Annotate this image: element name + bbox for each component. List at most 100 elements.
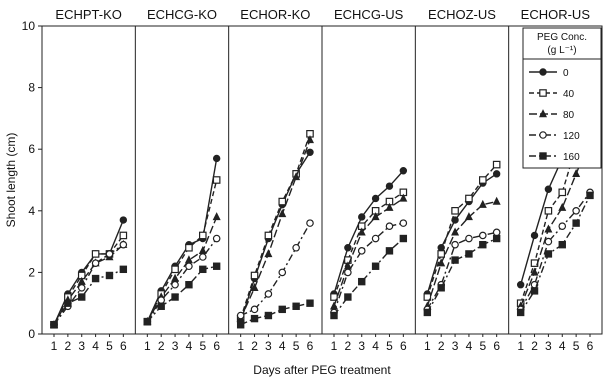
marker-filled-circle [371, 194, 380, 203]
marker-filled-square [530, 287, 539, 295]
y-tick-label: 2 [28, 265, 35, 279]
x-tick-label: 4 [186, 339, 193, 353]
marker-open-circle [344, 268, 352, 277]
series-line-40 [240, 133, 311, 319]
legend-title: PEG Conc. [537, 32, 587, 43]
marker-filled-triangle [437, 258, 446, 267]
x-tick-label: 4 [92, 339, 99, 353]
marker-open-circle [544, 237, 553, 246]
marker-filled-square [264, 311, 273, 320]
panel-title: ECHOR-US [521, 7, 591, 22]
x-tick-label: 1 [237, 339, 244, 353]
marker-filled-circle [119, 216, 128, 224]
marker-filled-square [465, 250, 473, 258]
marker-filled-square [250, 314, 259, 323]
panel-echoz-us: ECHOZ-US 1 2 3 4 5 6 [423, 7, 501, 353]
marker-filled-triangle [492, 196, 501, 205]
x-tick-label: 1 [144, 339, 151, 353]
marker-open-circle [306, 219, 314, 227]
marker-filled-square [344, 293, 352, 301]
legend-label-120: 120 [563, 131, 580, 142]
x-tick-label: 2 [438, 339, 445, 353]
marker-open-circle [91, 259, 100, 267]
marker-filled-circle [530, 231, 539, 240]
x-tick-label: 3 [358, 339, 365, 353]
marker-filled-square [212, 262, 221, 270]
marker-filled-triangle [305, 135, 315, 144]
x-tick-label: 5 [386, 339, 393, 353]
marker-filled-square [143, 317, 152, 326]
marker-filled-circle [344, 244, 352, 252]
marker-open-circle [250, 305, 259, 314]
x-tick-label: 6 [307, 339, 314, 353]
marker-filled-square [586, 191, 594, 200]
marker-filled-square [306, 299, 314, 307]
marker-filled-triangle [530, 267, 539, 276]
marker-filled-triangle [538, 109, 548, 118]
marker-open-square [264, 231, 273, 240]
marker-filled-square [105, 271, 114, 280]
marker-open-circle [236, 311, 245, 320]
marker-open-square [278, 197, 287, 206]
x-tick-label: 3 [452, 339, 459, 353]
marker-open-square [465, 194, 473, 203]
marker-filled-circle [212, 154, 221, 163]
marker-open-circle [77, 283, 86, 292]
marker-filled-square [50, 321, 58, 329]
x-tick-label: 1 [51, 339, 58, 353]
marker-open-square [451, 207, 459, 215]
marker-open-circle [451, 240, 459, 249]
x-tick-label: 6 [213, 339, 220, 353]
marker-filled-triangle [385, 202, 394, 211]
marker-open-square [423, 293, 432, 301]
series-line-80 [240, 139, 311, 319]
marker-open-square [492, 160, 501, 169]
marker-filled-square [399, 234, 408, 243]
marker-filled-triangle [264, 249, 273, 258]
y-tick-label: 4 [28, 204, 35, 218]
marker-filled-circle [492, 170, 501, 178]
y-tick-label: 0 [28, 327, 35, 341]
x-tick-label: 5 [573, 339, 580, 353]
x-tick-label: 1 [331, 339, 338, 353]
panel-echpt-ko: ECHPT-KO 1 2 3 4 5 6 [49, 7, 128, 353]
marker-filled-triangle [371, 212, 380, 221]
marker-open-square [539, 89, 547, 97]
legend: PEG Conc. (g L⁻¹) 0 40 80 120 160 [522, 27, 602, 169]
legend-label-160: 160 [563, 152, 580, 163]
panel-title: ECHPT-KO [55, 7, 121, 22]
marker-filled-square [358, 277, 366, 286]
marker-filled-circle [399, 167, 408, 175]
y-axis-label: Shoot length (cm) [4, 133, 18, 228]
marker-open-square [558, 188, 567, 197]
plot-frame: 0 2 4 6 8 10 [22, 19, 603, 341]
marker-open-circle [105, 250, 114, 258]
marker-open-circle [492, 228, 501, 237]
marker-open-circle [212, 234, 221, 243]
x-tick-label: 6 [120, 339, 127, 353]
x-tick-label: 6 [587, 339, 594, 353]
marker-open-square [437, 250, 446, 258]
marker-filled-square [119, 265, 128, 274]
marker-filled-triangle [478, 199, 487, 208]
x-tick-label: 3 [172, 339, 179, 353]
panel-echor-ko: ECHOR-KO 1 2 3 4 5 6 [236, 7, 315, 353]
x-tick-label: 6 [493, 339, 500, 353]
panel-title: ECHOR-KO [240, 7, 310, 22]
series-line-80 [426, 200, 497, 307]
legend-label-40: 40 [563, 89, 575, 100]
marker-open-circle [264, 290, 273, 298]
marker-filled-square [451, 256, 459, 264]
marker-open-square [91, 250, 100, 258]
marker-filled-square [437, 284, 445, 292]
x-tick-label: 2 [531, 339, 538, 353]
marker-filled-triangle [572, 169, 581, 178]
marker-filled-square [516, 308, 525, 317]
marker-filled-square [539, 152, 547, 160]
panel-title: ECHCG-KO [147, 7, 217, 22]
x-tick-label: 4 [279, 339, 286, 353]
x-tick-label: 2 [65, 339, 72, 353]
marker-filled-square [64, 299, 72, 307]
